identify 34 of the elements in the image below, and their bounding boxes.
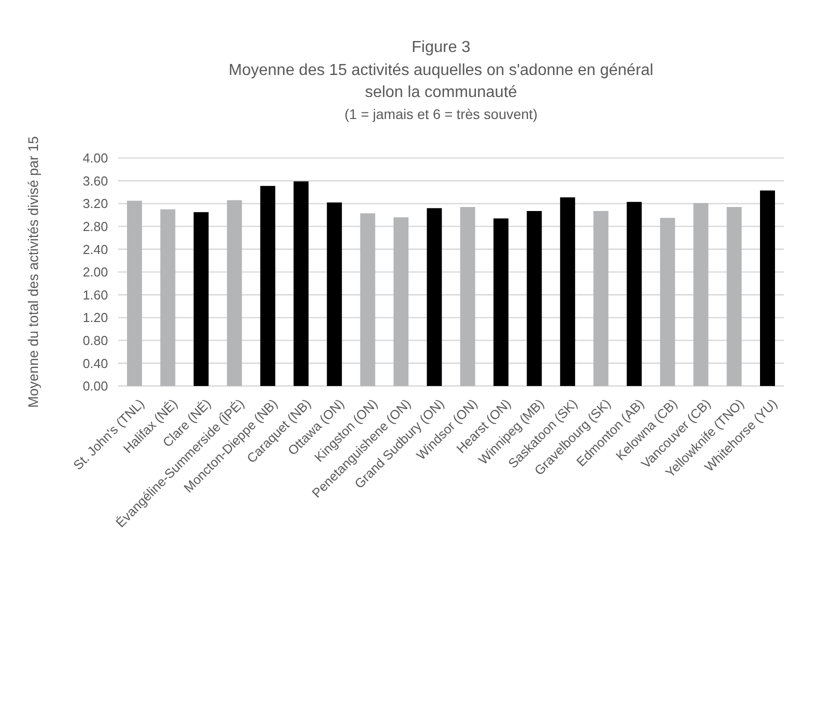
y-tick-label: 0.00 [82,378,108,394]
y-tick-label: 2.80 [82,218,108,234]
bar [394,217,409,386]
y-tick-label: 3.60 [82,173,108,188]
y-tick-label: 4.00 [82,150,108,166]
bar [493,218,508,386]
chart-title: Figure 3 [412,39,470,56]
bar [593,211,608,386]
bar [126,200,142,386]
bar [194,212,209,386]
bar [526,211,542,386]
bar [560,197,576,386]
y-tick-label: 1.60 [82,287,108,302]
bar [160,209,176,386]
bar [626,202,642,386]
bar [426,208,442,386]
y-tick-label: 2.40 [82,242,108,257]
bar [460,207,476,386]
y-tick-label: 1.20 [82,310,108,326]
bar [760,190,776,386]
bar [660,218,676,386]
chart-subtitle: Moyenne des 15 activités auquelles on s'adonne en général selon la communauté (1 = jamais et 6 = très souvent) [228,62,654,122]
y-tick-label: 0.40 [82,356,108,371]
y-tick-label: 3.20 [82,196,108,212]
y-tick-label: 2.00 [82,264,108,280]
y-tick-label: 0.80 [82,332,108,348]
bar [260,186,276,386]
y-axis-title: Moyenne du total des activités divisé par 15 [25,136,41,408]
bar [360,213,376,386]
bar [693,203,708,386]
bar [294,181,309,386]
bar [726,207,742,386]
bar [326,202,342,386]
bar [226,200,242,386]
